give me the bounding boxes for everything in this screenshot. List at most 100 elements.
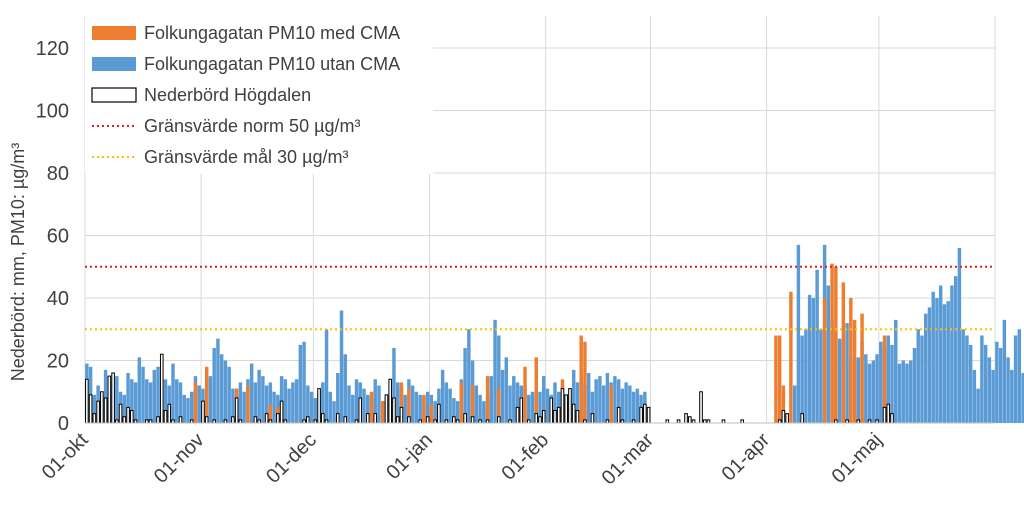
pm10-utan-cma-bar — [613, 376, 617, 423]
pm10-utan-cma-bar — [227, 366, 231, 423]
nederbord-bar — [882, 406, 887, 424]
pm10-utan-cma-bar — [414, 391, 419, 423]
pm10-utan-cma-bar — [931, 291, 935, 423]
pm10-utan-cma-bar — [1021, 373, 1024, 423]
pm10-utan-cma-bar — [942, 304, 947, 423]
pm10-med-cma-bar — [777, 335, 782, 423]
pm10-med-cma-bar — [789, 291, 793, 423]
nederbord-bar — [684, 413, 688, 424]
pm10-utan-cma-bar — [182, 394, 186, 423]
pm10-utan-cma-bar — [489, 376, 494, 423]
pm10-utan-cma-bar — [493, 319, 497, 423]
pm10-med-cma-bar — [852, 319, 857, 423]
pm10-utan-cma-bar — [373, 379, 377, 423]
pm10-utan-cma-bar — [302, 341, 306, 423]
pm10-utan-cma-bar — [512, 376, 516, 423]
nederbord-bar — [890, 413, 894, 424]
pm10-utan-cma-bar — [92, 394, 97, 423]
nederbord-bar — [204, 416, 209, 424]
pm10-utan-cma-bar — [920, 335, 924, 423]
pm10-utan-cma-bar — [935, 298, 939, 423]
pm10-utan-cma-bar — [571, 369, 576, 423]
pm10-utan-cma-bar — [212, 348, 216, 423]
y-tick-label: 0 — [58, 413, 69, 435]
pm10-utan-cma-bar — [156, 366, 160, 423]
pm10-utan-cma-bar — [553, 382, 557, 423]
y-tick-label: 60 — [47, 226, 69, 248]
nederbord-bar — [496, 416, 501, 424]
pm10-utan-cma-bar — [474, 385, 479, 423]
nederbord-bar — [178, 416, 183, 424]
pm10-med-cma-bar — [781, 385, 786, 423]
pm10-utan-cma-bar — [163, 379, 168, 423]
nederbord-bar — [785, 413, 789, 424]
nederbord-bar — [568, 388, 572, 424]
pm10-utan-cma-bar — [231, 388, 235, 423]
pm10-med-cma-bar — [429, 404, 434, 423]
nederbord-bar — [306, 416, 310, 424]
pm10-utan-cma-bar — [392, 348, 396, 423]
pm10-med-cma-bar — [534, 357, 538, 423]
pm10-med-cma-bar — [399, 382, 404, 423]
pm10-utan-cma-bar — [283, 379, 288, 423]
pm10-utan-cma-bar — [594, 379, 598, 423]
pm10-utan-cma-bar — [425, 391, 430, 423]
nederbord-bar — [201, 400, 205, 424]
pm10-utan-cma-bar — [253, 382, 258, 423]
nederbord-bar — [365, 413, 370, 424]
nederbord-bar — [126, 406, 130, 424]
pm10-utan-cma-bar — [444, 382, 449, 423]
nederbord-bar — [100, 391, 104, 424]
pm10-utan-cma-bar — [527, 394, 531, 423]
pm10-utan-cma-bar — [901, 360, 905, 423]
nederbord-bar — [399, 406, 404, 424]
nederbord-bar — [276, 413, 280, 424]
pm10-utan-cma-bar — [261, 376, 265, 423]
nederbord-bar — [556, 406, 561, 424]
pm10-utan-cma-bar — [440, 369, 445, 423]
y-tick-label: 80 — [47, 163, 69, 185]
pm10-utan-cma-bar — [272, 391, 276, 423]
pm10-med-cma-bar — [470, 385, 475, 423]
pm10-utan-cma-bar — [807, 294, 812, 423]
pm10-med-cma-bar — [380, 401, 385, 423]
pm10-med-cma-bar — [583, 341, 587, 423]
pm10-utan-cma-bar — [961, 329, 965, 423]
pm10-utan-cma-bar — [912, 348, 917, 423]
pm10-med-cma-bar — [834, 266, 838, 423]
pm10-utan-cma-bar — [879, 341, 883, 423]
pm10-utan-cma-bar — [410, 385, 415, 423]
pm10-utan-cma-bar — [171, 363, 175, 423]
nederbord-bar — [388, 378, 393, 424]
nederbord-bar — [92, 413, 97, 424]
pm10-utan-cma-bar — [916, 329, 920, 423]
pm10-utan-cma-bar — [968, 344, 973, 423]
nederbord-bar — [395, 416, 400, 424]
pm10-utan-cma-bar — [133, 382, 138, 423]
pm10-med-cma-bar — [485, 376, 490, 423]
pm10-utan-cma-bar — [995, 341, 999, 423]
pm10-utan-cma-bar — [137, 357, 142, 423]
pm10-utan-cma-bar — [796, 244, 801, 423]
pm10-utan-cma-bar — [815, 269, 819, 423]
pm10-utan-cma-bar — [403, 394, 407, 423]
pm10-utan-cma-bar — [508, 385, 512, 423]
pm10-utan-cma-bar — [620, 388, 625, 423]
pm10-utan-cma-bar — [500, 369, 505, 423]
pm10-utan-cma-bar — [328, 391, 333, 423]
pm10-utan-cma-bar — [351, 394, 355, 423]
pm10-utan-cma-bar — [298, 344, 303, 423]
nederbord-bar — [159, 353, 164, 424]
pm10-utan-cma-bar — [624, 382, 628, 423]
pm10-utan-cma-bar — [957, 248, 962, 423]
nederbord-bar — [130, 410, 134, 424]
pm10-utan-cma-bar — [291, 382, 295, 423]
pm10-utan-cma-bar — [268, 382, 273, 423]
pm10-med-cma-bar — [882, 335, 887, 423]
legend-label: Nederbörd Högdalen — [144, 85, 311, 105]
pm10-utan-cma-bar — [998, 348, 1003, 423]
pm10-med-cma-bar — [579, 335, 583, 423]
pm10-utan-cma-bar — [339, 310, 344, 423]
pm10-utan-cma-bar — [219, 354, 224, 423]
